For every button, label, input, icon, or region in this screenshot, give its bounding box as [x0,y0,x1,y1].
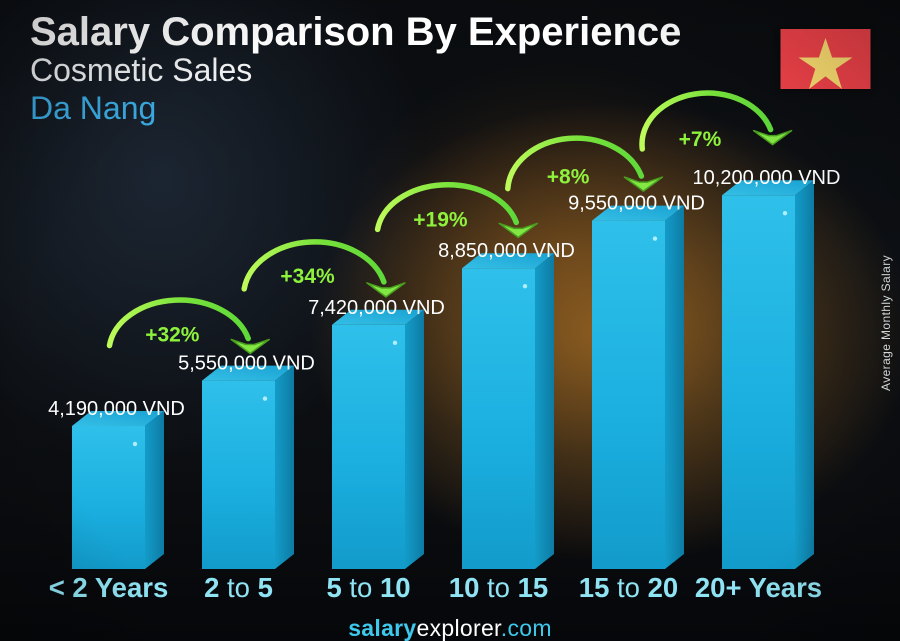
svg-text:8,850,000 VND: 8,850,000 VND [438,240,575,262]
svg-text:+34%: +34% [280,265,335,288]
svg-text:4,190,000 VND: 4,190,000 VND [48,398,185,420]
svg-text:10 to 15: 10 to 15 [449,572,548,603]
svg-text:+19%: +19% [413,208,468,231]
svg-text:5,550,000 VND: 5,550,000 VND [178,353,315,375]
svg-text:< 2 Years: < 2 Years [49,572,169,603]
svg-text:5 to 10: 5 to 10 [326,572,410,603]
svg-text:+8%: +8% [547,165,590,188]
svg-text:+32%: +32% [145,324,200,347]
svg-text:7,420,000 VND: 7,420,000 VND [308,297,445,319]
svg-text:10,200,000 VND: 10,200,000 VND [693,167,841,189]
svg-text:2 to 5: 2 to 5 [204,572,273,603]
svg-text:9,550,000 VND: 9,550,000 VND [568,193,705,215]
svg-text:+7%: +7% [679,128,722,151]
svg-text:20+ Years: 20+ Years [695,572,822,603]
svg-text:15 to 20: 15 to 20 [579,572,678,603]
